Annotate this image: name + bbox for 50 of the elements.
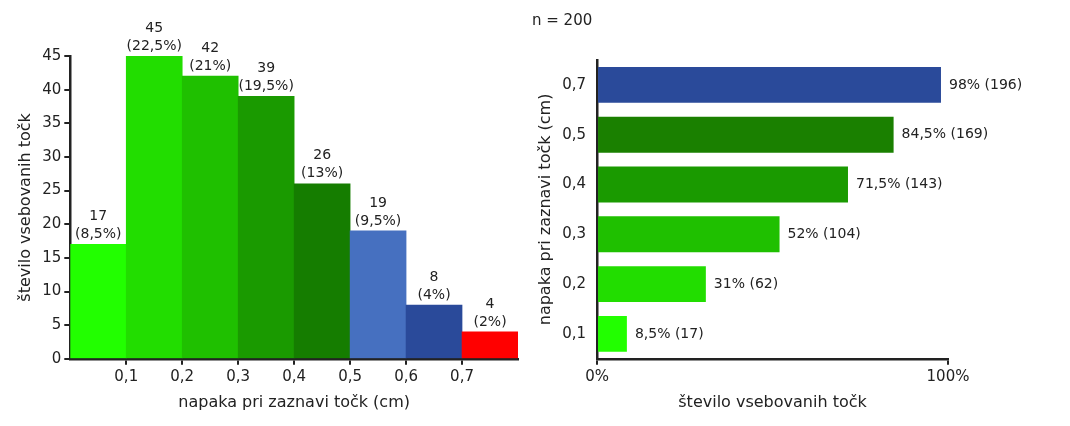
data-label: 98% (196) <box>948 75 1023 92</box>
y-tick-label: 0,3 <box>562 224 587 243</box>
bar <box>598 216 780 253</box>
y-tick-label: 40 <box>42 79 62 98</box>
bar <box>598 315 627 352</box>
y-tick-label: 25 <box>42 180 62 199</box>
x-tick-label: 0,3 <box>226 366 251 385</box>
data-label: 42 (21%) <box>189 38 232 73</box>
data-label: 19 (9,5%) <box>354 193 402 228</box>
y-tick-label: 0,4 <box>562 174 587 193</box>
x-tick-label: 0,4 <box>282 366 307 385</box>
data-label: 45 (22,5%) <box>126 18 182 53</box>
y-tick-label: 10 <box>42 281 62 300</box>
y-axis-title: napaka pri zaznavi točk (cm) <box>534 93 554 326</box>
y-tick-label: 30 <box>42 146 62 165</box>
x-tick-label: 0% <box>585 366 609 385</box>
y-tick-label: 0,1 <box>562 323 587 342</box>
y-tick-label: 5 <box>51 315 62 334</box>
x-tick-label: 0,2 <box>170 366 195 385</box>
data-label: 4 (2%) <box>473 294 507 329</box>
data-label: 8,5% (17) <box>634 324 704 341</box>
y-tick-label: 0,2 <box>562 273 587 292</box>
y-tick-label: 35 <box>42 113 62 132</box>
x-axis-title: število vsebovanih točk <box>678 391 868 411</box>
y-tick-label: 20 <box>42 214 62 233</box>
data-label: 39 (19,5%) <box>238 59 294 94</box>
data-label: 17 (8,5%) <box>75 207 122 242</box>
y-axis-title: število vsebovanih točk <box>14 112 34 302</box>
x-tick-label: 0,5 <box>338 366 363 385</box>
x-tick-label: 0,7 <box>450 366 474 385</box>
bar <box>598 116 894 153</box>
bar <box>598 266 706 303</box>
x-tick-label: 0,1 <box>114 366 139 385</box>
chart-title: n = 200 <box>532 10 593 29</box>
data-label: 26 (13%) <box>301 146 344 181</box>
bar <box>598 66 941 103</box>
data-label: 71,5% (143) <box>855 175 943 192</box>
y-tick-label: 0,5 <box>562 124 587 143</box>
data-label: 52% (104) <box>787 224 861 241</box>
y-tick-label: 0 <box>51 348 62 367</box>
bar <box>598 166 848 203</box>
data-label: 8 (4%) <box>417 267 451 302</box>
data-label: 31% (62) <box>713 274 779 291</box>
y-tick-label: 45 <box>42 45 62 64</box>
x-tick-label: 0,6 <box>394 366 418 385</box>
x-tick-label: 100% <box>926 366 970 385</box>
y-tick-label: 0,7 <box>562 74 587 93</box>
data-label: 84,5% (169) <box>901 125 989 142</box>
x-axis-title: napaka pri zaznavi točk (cm) <box>178 391 410 411</box>
y-tick-label: 15 <box>42 247 62 266</box>
